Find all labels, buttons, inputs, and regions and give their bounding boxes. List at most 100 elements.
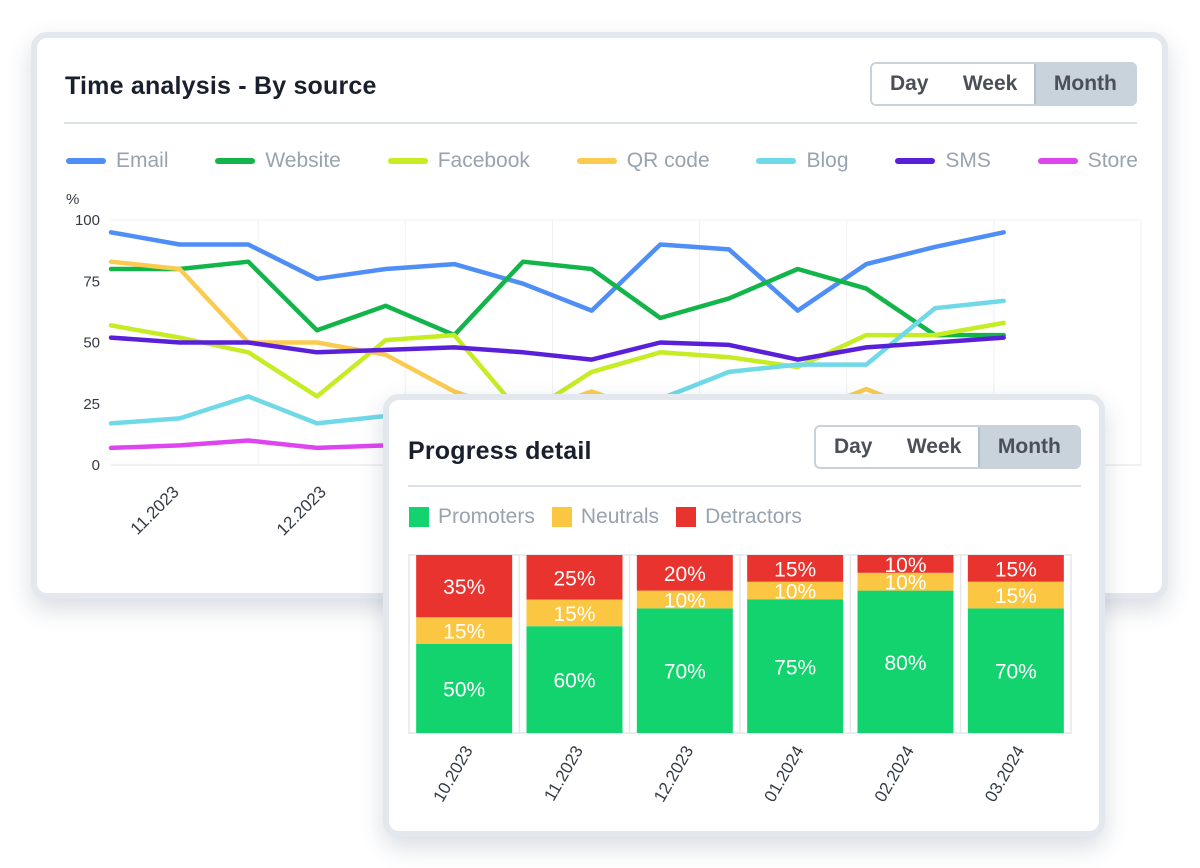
x-tick-label: 03.2024 xyxy=(981,743,1028,806)
bar-segment-detractors[interactable] xyxy=(747,555,844,582)
legend-item-detractors[interactable]: Detractors xyxy=(676,505,802,529)
bar-segment-promoters[interactable] xyxy=(747,599,844,734)
y-tick-label: 50 xyxy=(83,335,100,352)
bar-value-label: 15% xyxy=(995,585,1037,608)
legend-label: Email xyxy=(116,149,169,172)
legend-label: QR code xyxy=(626,149,710,172)
bar-segment-detractors[interactable] xyxy=(636,555,733,591)
stacked-bar-chart: 50% 15% 35% 10.2023 60% 15% 25% 11.2023 70% 10% 20… xyxy=(408,554,1072,806)
bar-segment-neutrals[interactable] xyxy=(967,581,1064,609)
x-tick-label: 02.2024 xyxy=(871,743,918,806)
y-tick-label: 25 xyxy=(83,396,100,413)
legend-swatch xyxy=(676,507,697,527)
period-month-button[interactable]: Month xyxy=(977,427,1079,467)
bar-value-label: 15% xyxy=(443,621,485,644)
legend-swatch xyxy=(387,158,428,164)
bar-segment-neutrals[interactable] xyxy=(526,599,623,627)
bar-segment-promoters[interactable] xyxy=(967,608,1064,733)
y-tick-label: 0 xyxy=(92,457,100,474)
bar-segment-promoters[interactable] xyxy=(636,608,733,733)
bar-value-label: 50% xyxy=(443,679,485,702)
bar-value-label: 10% xyxy=(664,590,706,613)
legend-label: Store xyxy=(1087,149,1138,172)
bar-value-label: 25% xyxy=(553,567,595,590)
legend-item-neutrals[interactable]: Neutrals xyxy=(551,505,660,529)
bar-group-10-2023: 50% 15% 35% xyxy=(416,555,513,733)
bar-value-label: 10% xyxy=(774,581,816,604)
bar-segment-neutrals[interactable] xyxy=(636,590,733,609)
y-tick-label: 75 xyxy=(83,273,100,290)
period-selector: Day Week Month xyxy=(870,62,1137,106)
legend-item-website[interactable]: Website xyxy=(215,149,341,173)
bar-segment-promoters[interactable] xyxy=(526,626,623,733)
bar-value-label: 15% xyxy=(553,603,595,626)
bar-segment-detractors[interactable] xyxy=(416,555,513,618)
time-analysis-title: Time analysis - By source xyxy=(65,72,377,100)
bar-group-12-2023: 70% 10% 20% xyxy=(636,555,733,733)
line-legend: Email Website Facebook QR code Blog SMS Store xyxy=(66,149,1138,173)
bar-segment-promoters[interactable] xyxy=(857,590,954,733)
legend-item-sms[interactable]: SMS xyxy=(895,149,991,173)
legend-swatch xyxy=(551,507,572,527)
period-month-button[interactable]: Month xyxy=(1033,64,1135,104)
legend-swatch xyxy=(756,158,797,164)
legend-label: Website xyxy=(265,149,341,172)
x-tick-label: 11.2023 xyxy=(127,482,183,538)
x-tick-label: 01.2024 xyxy=(760,743,807,806)
legend-label: SMS xyxy=(945,149,991,172)
bar-value-label: 70% xyxy=(995,661,1037,684)
bar-value-label: 10% xyxy=(884,554,926,577)
period-day-button[interactable]: Day xyxy=(833,435,873,458)
legend-label: Neutrals xyxy=(580,505,660,528)
bar-segment-detractors[interactable] xyxy=(857,555,954,573)
bar-segment-neutrals[interactable] xyxy=(747,581,844,600)
legend-swatch xyxy=(576,158,617,164)
bar-value-label: 35% xyxy=(443,576,485,599)
legend-swatch xyxy=(895,158,936,164)
progress-detail-card: Progress detail Day Week Month Promoters… xyxy=(383,394,1105,837)
legend-item-promoters[interactable]: Promoters xyxy=(409,505,535,529)
x-tick-label: 11.2023 xyxy=(540,743,587,805)
series-line-email xyxy=(108,230,1006,313)
period-day-button[interactable]: Day xyxy=(889,72,929,95)
legend-item-blog[interactable]: Blog xyxy=(756,149,849,173)
legend-item-facebook[interactable]: Facebook xyxy=(387,149,530,173)
bar-value-label: 80% xyxy=(884,652,926,675)
y-tick-label: 100 xyxy=(75,212,100,229)
bar-value-label: 15% xyxy=(774,558,816,581)
bar-group-02-2024: 80% 10%10% xyxy=(857,554,954,733)
series-line-facebook xyxy=(108,320,1006,419)
x-tick-label: 10.2023 xyxy=(429,743,476,806)
period-week-button[interactable]: Week xyxy=(962,72,1018,95)
bar-group-03-2024: 70% 15% 15% xyxy=(967,555,1064,733)
bar-value-label: 75% xyxy=(774,656,816,679)
bar-segment-detractors[interactable] xyxy=(967,555,1064,582)
bar-segment-detractors[interactable] xyxy=(526,555,623,600)
bar-value-label: 70% xyxy=(664,661,706,684)
y-axis-unit: % xyxy=(66,191,79,208)
legend-item-qr-code[interactable]: QR code xyxy=(576,149,710,173)
bar-value-label: 15% xyxy=(995,558,1037,581)
legend-swatch xyxy=(66,158,106,164)
legend-swatch xyxy=(409,507,429,527)
legend-label: Detractors xyxy=(705,505,802,528)
bar-value-label: 10% xyxy=(884,572,926,595)
series-line-website xyxy=(108,259,1006,338)
bar-group-01-2024: 75% 10%15% xyxy=(747,555,844,734)
bar-legend: Promoters Neutrals Detractors xyxy=(409,505,819,529)
legend-swatch xyxy=(1037,158,1078,164)
period-week-button[interactable]: Week xyxy=(906,435,962,458)
legend-label: Promoters xyxy=(438,505,535,528)
bar-segment-neutrals[interactable] xyxy=(416,617,513,644)
legend-item-email[interactable]: Email xyxy=(66,149,169,173)
series-line-sms xyxy=(108,335,1006,362)
header-divider xyxy=(64,122,1137,124)
legend-label: Blog xyxy=(806,149,849,172)
bar-segment-neutrals[interactable] xyxy=(857,572,954,591)
progress-detail-title: Progress detail xyxy=(408,437,592,465)
bar-group-11-2023: 60% 15% 25% xyxy=(526,555,623,733)
legend-swatch xyxy=(215,158,256,164)
bar-segment-promoters[interactable] xyxy=(416,644,513,733)
plot-frame xyxy=(408,554,1072,734)
legend-item-store[interactable]: Store xyxy=(1037,149,1138,173)
